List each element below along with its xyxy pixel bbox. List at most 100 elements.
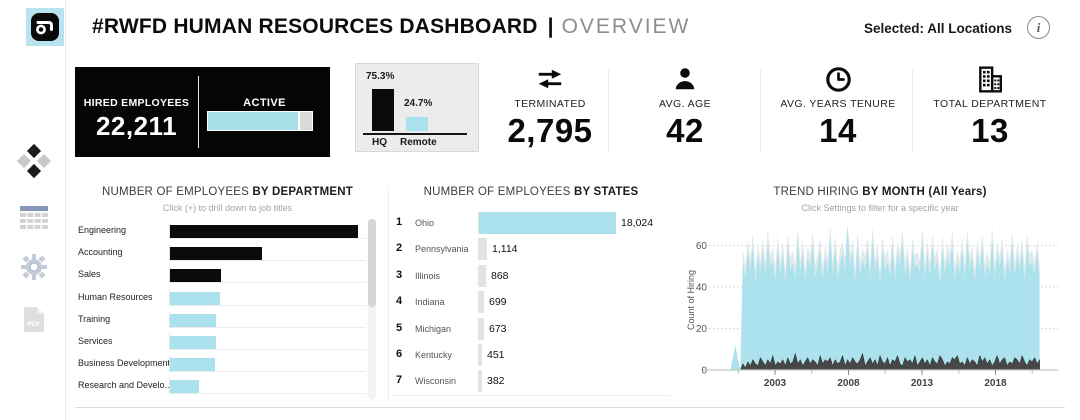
building-icon	[915, 66, 1065, 96]
dept-row: Human Resources	[78, 288, 380, 310]
dept-chart: Engineering Accounting Sales Human Resource…	[78, 221, 380, 399]
data-grid-icon	[20, 205, 48, 229]
dept-bar-track	[169, 223, 366, 239]
svg-text:40: 40	[696, 283, 708, 294]
svg-text:2003: 2003	[764, 378, 787, 389]
dept-label: Business Development	[78, 358, 171, 369]
dept-bar[interactable]	[170, 358, 216, 372]
state-value: 18,024	[621, 217, 654, 229]
diamond-grid-icon	[16, 143, 52, 179]
state-bar-track: 451	[478, 343, 505, 366]
state-name: Wisconsin	[415, 376, 457, 387]
settings-button[interactable]	[19, 252, 49, 282]
state-bar-track: 18,024	[478, 212, 653, 234]
dept-scrollbar[interactable]	[368, 219, 376, 400]
dept-bar-track	[169, 378, 366, 395]
dept-bar[interactable]	[170, 269, 221, 283]
states-chart: 1 Ohio 18,024 2 Pennsylvania 1,114 3 Illinois 86…	[392, 210, 670, 396]
workbook-logo-icon[interactable]	[26, 8, 64, 46]
state-bar[interactable]	[479, 317, 484, 340]
svg-text:2013: 2013	[911, 378, 934, 389]
dept-label: Training	[78, 313, 111, 324]
hired-employees-card: HIRED EMPLOYEES 22,211 ACTIVE	[75, 67, 330, 157]
hired-value: 22,211	[95, 111, 178, 141]
dept-bar-track	[169, 311, 366, 328]
dept-bar[interactable]	[170, 225, 358, 238]
logo-glyph	[31, 13, 59, 41]
state-bar[interactable]	[479, 264, 486, 287]
dept-label: Accounting	[78, 247, 123, 258]
svg-text:0: 0	[701, 366, 707, 377]
state-bar-track: 868	[478, 264, 509, 287]
dashboard-subtitle: OVERVIEW	[561, 15, 691, 38]
state-bar-track: 1,114	[478, 238, 518, 261]
dept-bar-track	[169, 356, 366, 373]
person-icon	[610, 66, 760, 96]
kpi-total-department: TOTAL DEPARTMENT 13	[915, 63, 1065, 157]
active-progress-bar[interactable]	[207, 111, 313, 131]
active-progress-fill	[208, 112, 299, 130]
nav-data-grid-button[interactable]	[19, 202, 49, 232]
dept-chart-title: NUMBER OF EMPLOYEES BY DEPARTMENT	[102, 186, 353, 198]
states-panel-border	[388, 186, 390, 400]
selected-location: Selected: All Locations	[864, 21, 1012, 36]
state-row: 1 Ohio 18,024	[392, 210, 670, 236]
hq-remote-card[interactable]: 75.3% 24.7% HQ Remote	[355, 63, 479, 152]
selected-value: All Locations	[927, 21, 1012, 36]
svg-text:60: 60	[696, 241, 708, 252]
dept-bar[interactable]	[170, 335, 217, 349]
state-bar[interactable]	[479, 291, 484, 314]
state-value: 451	[487, 348, 505, 361]
kpi-divider	[912, 70, 913, 153]
state-name: Ohio	[415, 218, 435, 228]
sidebar: PDF	[0, 0, 66, 420]
info-icon[interactable]: i	[1027, 16, 1050, 39]
state-bar[interactable]	[479, 212, 616, 234]
avg-age-value: 42	[666, 112, 704, 149]
state-bar[interactable]	[479, 370, 482, 393]
active-progress-rest	[300, 112, 312, 130]
dept-bar[interactable]	[170, 380, 200, 394]
dept-row: Services	[78, 332, 380, 354]
state-rank: 2	[396, 242, 403, 255]
state-rank: 3	[396, 268, 403, 281]
hq-pct-label: 75.3%	[366, 71, 395, 82]
state-row: 4 Indiana 699	[392, 289, 670, 315]
state-bar[interactable]	[479, 238, 487, 261]
settings-gear-icon	[21, 254, 47, 280]
active-label: ACTIVE	[243, 97, 286, 109]
dept-bar-track	[169, 289, 366, 306]
state-rank: 5	[396, 321, 403, 334]
hq-bar[interactable]	[372, 89, 394, 131]
kpi-divider	[760, 70, 761, 153]
state-name: Indiana	[415, 297, 445, 308]
export-pdf-button[interactable]: PDF	[19, 304, 49, 334]
dept-bar[interactable]	[170, 247, 263, 261]
dept-bar[interactable]	[170, 313, 217, 327]
title-separator: |	[547, 15, 554, 38]
dept-bar-track	[169, 267, 366, 284]
clock-icon	[763, 66, 913, 96]
state-rank: 6	[396, 347, 403, 360]
kpi-avg-tenure: AVG. YEARS TENURE 14	[763, 63, 913, 157]
dept-bar[interactable]	[170, 291, 220, 305]
dept-row: Research and Develo..	[78, 376, 380, 398]
transfer-arrows-icon	[475, 66, 625, 96]
state-row: 7 Wisconsin 382	[392, 368, 670, 394]
state-value: 868	[491, 269, 509, 282]
dept-row: Engineering	[78, 221, 380, 243]
kpi-avg-age: AVG. AGE 42	[610, 63, 760, 157]
dept-label: Engineering	[78, 225, 127, 235]
nav-dashboard-button[interactable]	[16, 143, 52, 179]
dept-chart-subtitle: Click (+) to drill down to job titles	[162, 203, 293, 213]
total-department-value: 13	[971, 112, 1009, 149]
hq-remote-axis	[363, 133, 467, 135]
remote-pct-label: 24.7%	[404, 98, 433, 109]
trend-area-chart[interactable]: 0 20 40 60 2003 2008 2013 2018	[695, 213, 1067, 395]
remote-bar[interactable]	[406, 117, 428, 131]
state-bar-track: 699	[478, 291, 507, 314]
dept-label: Sales	[78, 269, 101, 280]
state-bar[interactable]	[479, 343, 482, 366]
dept-scrollbar-thumb[interactable]	[368, 219, 376, 307]
